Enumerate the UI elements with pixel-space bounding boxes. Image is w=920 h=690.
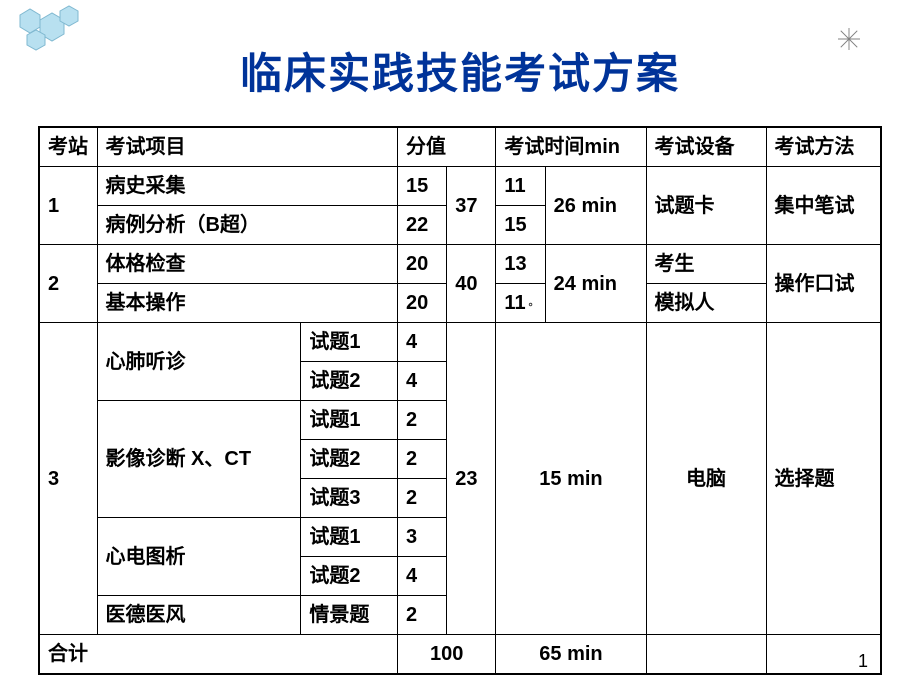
s1-score2: 22: [397, 206, 446, 245]
s2-equip2: 模拟人: [646, 284, 766, 323]
station-1: 1: [39, 167, 97, 245]
s3-g4-s1: 2: [397, 596, 446, 635]
station-2: 2: [39, 245, 97, 323]
s2-time2-val: 11: [504, 292, 525, 314]
exam-table: 考站 考试项目 分值 考试时间min 考试设备 考试方法 1 病史采集 15 3…: [38, 126, 882, 675]
s3-g2: 影像诊断 X、CT: [97, 401, 301, 518]
s1-time1: 11: [496, 167, 545, 206]
total-equip: [646, 635, 766, 675]
s2-score1: 20: [397, 245, 446, 284]
s1-method: 集中笔试: [766, 167, 881, 245]
header-item: 考试项目: [97, 127, 397, 167]
s3-method: 选择题: [766, 323, 881, 635]
s1-score1: 15: [397, 167, 446, 206]
dot-mark: 。: [529, 297, 539, 310]
header-equip: 考试设备: [646, 127, 766, 167]
s3-g1-q2: 试题2: [301, 362, 398, 401]
s3-score-total: 23: [447, 323, 496, 635]
s1-time2: 15: [496, 206, 545, 245]
s1-score-total: 37: [447, 167, 496, 245]
total-label: 合计: [39, 635, 397, 675]
s3-g1: 心肺听诊: [97, 323, 301, 401]
s3-g2-s2: 2: [397, 440, 446, 479]
s3-g3-s1: 3: [397, 518, 446, 557]
header-time: 考试时间min: [496, 127, 646, 167]
s3-g3-q1: 试题1: [301, 518, 398, 557]
s3-g2-q1: 试题1: [301, 401, 398, 440]
s2-equip1: 考生: [646, 245, 766, 284]
table-row: 1 病史采集 15 37 11 26 min 试题卡 集中笔试: [39, 167, 881, 206]
total-time: 65 min: [496, 635, 646, 675]
table-total-row: 合计 100 65 min: [39, 635, 881, 675]
s3-g2-s1: 2: [397, 401, 446, 440]
s3-g1-q1: 试题1: [301, 323, 398, 362]
s1-time-total: 26 min: [545, 167, 646, 245]
s3-g3-q2: 试题2: [301, 557, 398, 596]
star-decoration-icon: [838, 28, 860, 50]
page-number: 1: [858, 651, 868, 672]
s2-method: 操作口试: [766, 245, 881, 323]
table-header-row: 考站 考试项目 分值 考试时间min 考试设备 考试方法: [39, 127, 881, 167]
total-score: 100: [397, 635, 495, 675]
s2-time-total: 24 min: [545, 245, 646, 323]
header-method: 考试方法: [766, 127, 881, 167]
s3-g3-s2: 4: [397, 557, 446, 596]
s3-g2-q3: 试题3: [301, 479, 398, 518]
s2-item2: 基本操作: [97, 284, 397, 323]
header-station: 考站: [39, 127, 97, 167]
page-title: 临床实践技能考试方案: [0, 0, 920, 126]
s3-g2-s3: 2: [397, 479, 446, 518]
s1-item1: 病史采集: [97, 167, 397, 206]
table-row: 2 体格检查 20 40 13 24 min 考生 操作口试: [39, 245, 881, 284]
s2-item1: 体格检查: [97, 245, 397, 284]
station-3: 3: [39, 323, 97, 635]
s1-item2: 病例分析（B超）: [97, 206, 397, 245]
hex-decoration-icon: [5, 5, 115, 60]
s3-equip: 电脑: [646, 323, 766, 635]
table-row: 3 心肺听诊 试题1 4 23 15 min 电脑 选择题: [39, 323, 881, 362]
s3-g1-s2: 4: [397, 362, 446, 401]
header-score: 分值: [397, 127, 495, 167]
s1-equip: 试题卡: [646, 167, 766, 245]
s3-g3: 心电图析: [97, 518, 301, 596]
s3-g1-s1: 4: [397, 323, 446, 362]
exam-table-container: 考站 考试项目 分值 考试时间min 考试设备 考试方法 1 病史采集 15 3…: [0, 126, 920, 675]
s2-time1: 13: [496, 245, 545, 284]
s2-score-total: 40: [447, 245, 496, 323]
s3-g2-q2: 试题2: [301, 440, 398, 479]
s3-time-total: 15 min: [496, 323, 646, 635]
s3-g4-q1: 情景题: [301, 596, 398, 635]
s2-score2: 20: [397, 284, 446, 323]
s3-g4: 医德医风: [97, 596, 301, 635]
s2-time2: 11 。: [496, 284, 545, 323]
